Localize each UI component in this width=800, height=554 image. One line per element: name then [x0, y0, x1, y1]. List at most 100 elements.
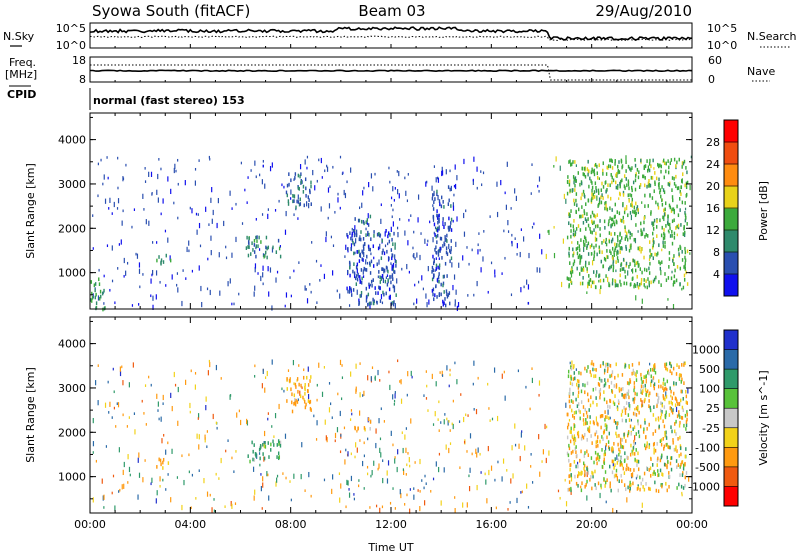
scatter-cell: [683, 233, 686, 238]
scatter-cell: [661, 260, 663, 265]
scatter-cell: [170, 188, 172, 195]
scatter-cell: [425, 370, 427, 373]
scatter-cell: [568, 474, 571, 478]
scatter-cell: [672, 438, 674, 442]
scatter-cell: [486, 498, 488, 504]
scatter-cell: [567, 175, 569, 179]
scatter-cell: [595, 368, 597, 372]
scatter-cell: [419, 254, 421, 261]
scatter-cell: [676, 186, 679, 191]
scatter-cell: [289, 276, 291, 279]
scatter-cell: [620, 158, 623, 163]
scatter-cell: [686, 192, 688, 197]
scatter-cell: [580, 488, 583, 493]
scatter-cell: [150, 482, 152, 486]
scatter-cell: [512, 473, 514, 479]
scatter-cell: [173, 201, 175, 205]
scatter-cell: [574, 376, 576, 381]
scatter-cell: [354, 426, 356, 431]
scatter-cell: [445, 246, 448, 251]
scatter-cell: [644, 234, 646, 239]
scatter-cell: [609, 464, 611, 469]
scatter-cell: [433, 231, 435, 235]
scatter-cell: [576, 454, 578, 458]
scatter-cell: [649, 183, 652, 188]
scatter-cell: [617, 259, 619, 263]
scatter-cell: [109, 401, 111, 407]
scatter-cell: [637, 421, 639, 426]
scatter-cell: [641, 400, 643, 406]
scatter-cell: [353, 272, 356, 279]
scatter-cell: [489, 215, 491, 218]
scatter-cell: [291, 392, 293, 397]
scatter-cell: [625, 247, 628, 251]
scatter-cell: [367, 437, 369, 441]
scatter-cell: [663, 158, 665, 163]
scatter-cell: [485, 479, 487, 485]
scatter-cell: [488, 407, 490, 410]
scatter-cell: [572, 175, 575, 179]
scatter-cell: [366, 218, 369, 222]
colorbar-segment: [724, 388, 738, 409]
scatter-cell: [634, 163, 637, 168]
scatter-cell: [400, 398, 403, 404]
scatter-cell: [357, 218, 360, 223]
scatter-cell: [619, 463, 621, 467]
scatter-cell: [454, 361, 456, 365]
scatter-cell: [593, 190, 596, 194]
scatter-cell: [593, 254, 595, 258]
scatter-cell: [159, 476, 161, 482]
scatter-cell: [656, 463, 658, 467]
noise-search-trace: [89, 35, 692, 41]
scatter-cell: [453, 184, 456, 188]
scatter-cell: [278, 442, 280, 446]
scatter-cell: [570, 223, 572, 228]
scatter-cell: [362, 258, 364, 262]
scatter-cell: [634, 391, 636, 396]
scatter-cell: [665, 201, 667, 206]
scatter-cell: [145, 423, 147, 426]
scatter-cell: [387, 234, 389, 239]
scatter-cell: [577, 430, 580, 435]
scatter-cell: [632, 451, 634, 456]
scatter-cell: [590, 362, 592, 366]
scatter-cell: [358, 479, 360, 482]
scatter-cell: [386, 249, 388, 254]
scatter-cell: [476, 484, 478, 491]
scatter-cell: [598, 455, 601, 459]
scatter-cell: [159, 484, 161, 488]
scatter-cell: [620, 444, 623, 448]
scatter-cell: [285, 210, 287, 217]
nave-tick-low: 0: [708, 73, 715, 86]
scatter-cell: [248, 245, 250, 249]
scatter-cell: [392, 186, 394, 192]
scatter-cell: [448, 291, 451, 295]
scatter-cell: [254, 160, 256, 166]
scatter-cell: [630, 418, 633, 422]
scatter-cell: [138, 452, 140, 458]
scatter-cell: [95, 306, 97, 311]
scatter-cell: [666, 367, 669, 372]
scatter-cell: [103, 274, 105, 278]
scatter-cell: [514, 443, 517, 447]
scatter-cell: [676, 363, 678, 368]
scatter-cell: [659, 218, 661, 223]
scatter-cell: [351, 238, 354, 243]
freq-panel: Freq. [MHz] 18 8 60 0 Nave: [5, 54, 775, 86]
scatter-cell: [665, 436, 668, 440]
scatter-cell: [298, 186, 300, 191]
scatter-cell: [393, 399, 396, 403]
scatter-cell: [648, 445, 650, 449]
scatter-cell: [255, 453, 257, 458]
scatter-cell: [114, 505, 116, 511]
scatter-cell: [382, 477, 384, 484]
scatter-cell: [653, 277, 656, 282]
scatter-cell: [196, 229, 198, 235]
scatter-cell: [573, 219, 575, 223]
scatter-cell: [394, 458, 396, 464]
scatter-cell: [410, 214, 412, 217]
scatter-cell: [643, 166, 645, 171]
scatter-cell: [611, 246, 614, 251]
scatter-cell: [664, 382, 666, 387]
scatter-cell: [668, 471, 670, 475]
